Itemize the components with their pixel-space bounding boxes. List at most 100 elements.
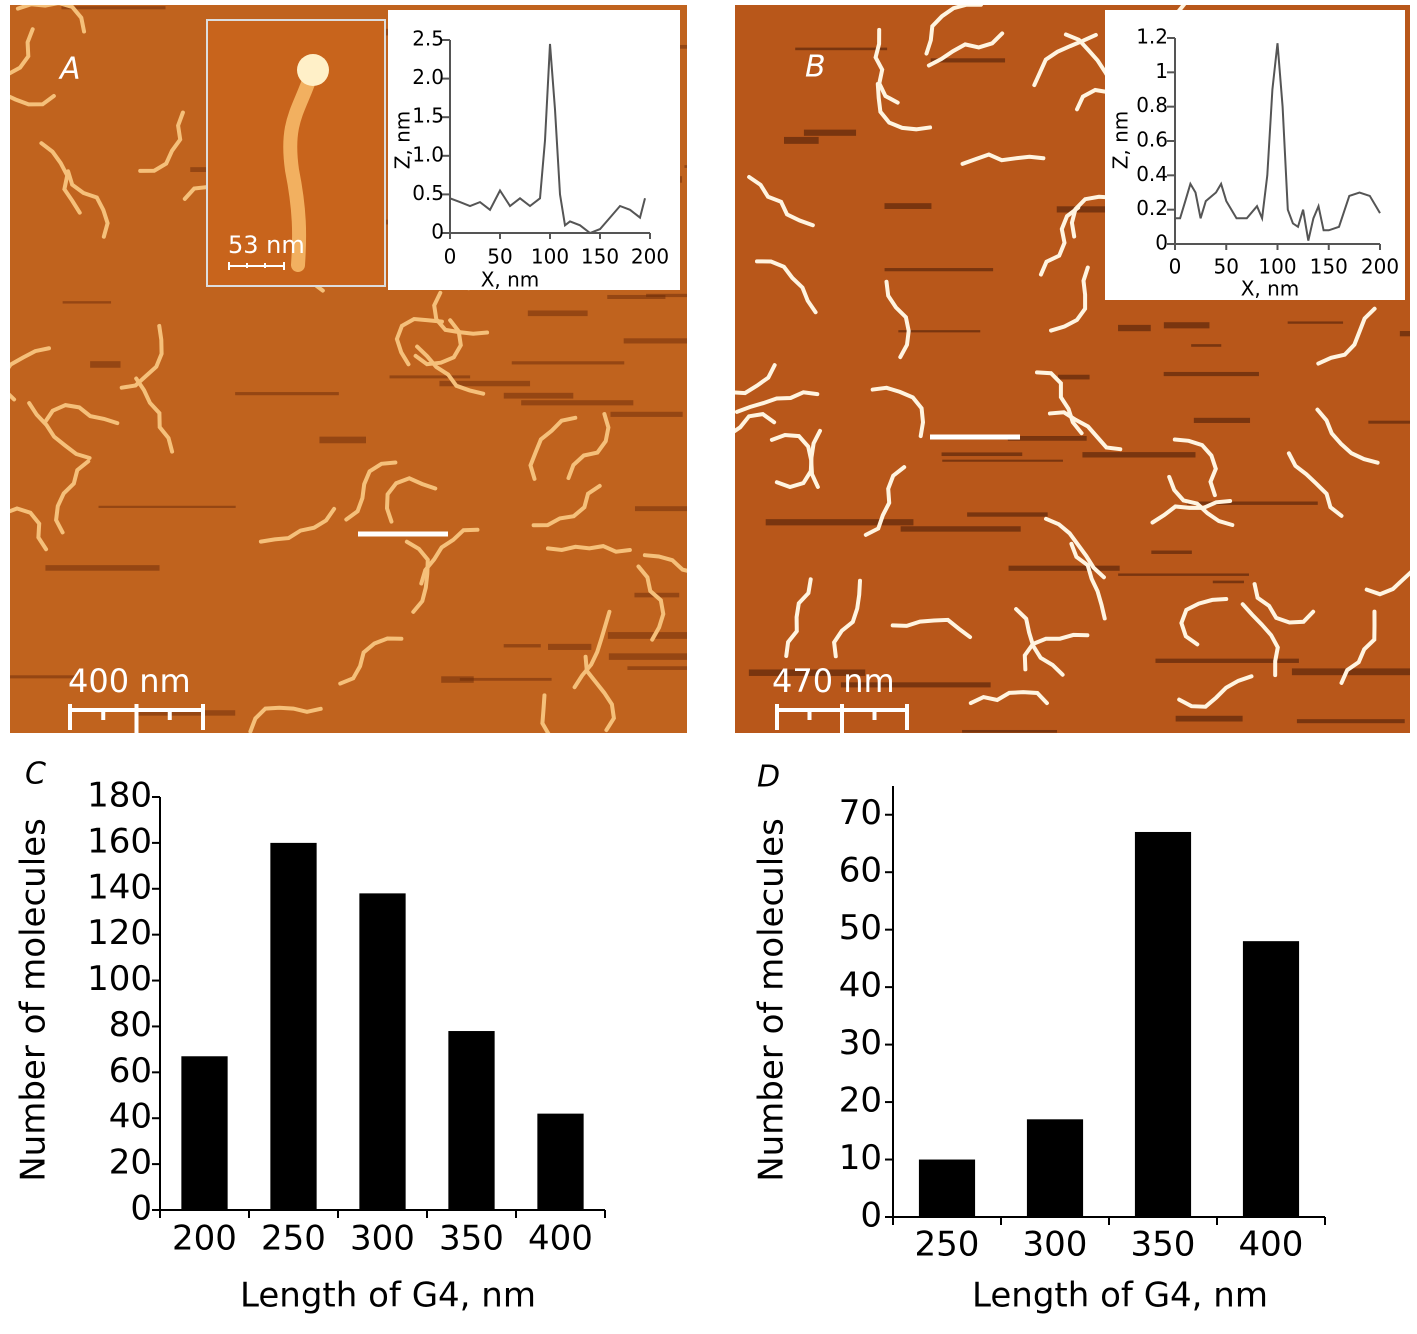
streak	[389, 375, 471, 379]
molecule	[774, 428, 822, 490]
molecule	[10, 506, 49, 552]
y-tick-label: 10	[839, 1138, 882, 1178]
x-tick-label: 150	[581, 245, 619, 269]
profile-line	[449, 43, 646, 235]
y-tick-label: 1.5	[412, 104, 444, 128]
molecule	[566, 412, 611, 481]
g4-knot	[297, 54, 329, 86]
x-tick-label: 200	[631, 245, 669, 269]
streak	[1082, 452, 1196, 458]
molecule	[960, 152, 1046, 166]
streak	[1163, 322, 1210, 329]
molecule	[54, 459, 91, 535]
molecule	[1364, 570, 1410, 597]
panel-label: A	[58, 52, 81, 87]
streak	[608, 653, 687, 660]
molecule	[404, 539, 430, 614]
x-axis-title: Length of G4, nm	[240, 1276, 536, 1316]
streak	[1056, 206, 1150, 213]
bar	[1134, 831, 1192, 1217]
molecule	[572, 609, 612, 690]
molecule	[138, 110, 185, 173]
streak	[1118, 324, 1151, 332]
streak	[1399, 331, 1410, 337]
y-tick-label: 80	[109, 1005, 152, 1045]
molecule	[890, 617, 973, 640]
streak	[137, 710, 236, 716]
inset-profile-bg	[1105, 10, 1405, 300]
y-axis-title: Number of molecules	[752, 818, 792, 1182]
molecule	[1316, 306, 1377, 366]
streak	[646, 293, 687, 298]
molecule	[747, 175, 815, 228]
streak	[441, 676, 474, 683]
molecule	[10, 27, 35, 76]
streak	[459, 677, 552, 681]
molecule	[1172, 437, 1218, 498]
streak	[607, 294, 666, 299]
molecule	[545, 544, 632, 554]
molecule	[10, 93, 56, 107]
bar	[359, 893, 406, 1210]
molecule	[832, 578, 862, 659]
molecule	[27, 401, 92, 460]
y-tick-label: 0.2	[1136, 196, 1168, 220]
scale-bar-label: 400 nm	[68, 662, 191, 700]
streak	[784, 136, 819, 144]
molecule	[735, 390, 820, 414]
y-axis-title: Z, nm	[391, 111, 415, 170]
streak	[748, 669, 866, 676]
molecule	[258, 506, 337, 544]
molecule-zoom	[283, 65, 319, 272]
molecule	[1035, 370, 1084, 436]
x-tick-label: 50	[487, 245, 512, 269]
bar	[1242, 941, 1300, 1217]
streak	[511, 361, 625, 365]
molecule	[384, 476, 438, 524]
molecule	[875, 82, 933, 132]
streak	[1155, 658, 1299, 663]
molecule	[1240, 602, 1280, 678]
streak	[803, 129, 857, 136]
x-tick-label: 400	[1239, 1225, 1304, 1265]
streak	[610, 411, 683, 417]
x-tick-label: 100	[531, 245, 569, 269]
streak	[1191, 344, 1222, 347]
molecule	[344, 460, 398, 522]
y-tick-label: 0.6	[1136, 128, 1168, 152]
streak	[1175, 715, 1243, 722]
streak	[795, 47, 888, 51]
molecule	[1069, 541, 1107, 621]
streak	[503, 392, 574, 399]
streak	[884, 268, 994, 272]
y-tick-label: 0	[1155, 231, 1168, 255]
streak	[1287, 321, 1344, 324]
x-tick-label: 350	[439, 1219, 504, 1259]
y-tick-label: 1.0	[412, 142, 444, 166]
panel-label: D	[757, 760, 780, 795]
overlay: 53 nm A 400 nm B 470 nm	[58, 10, 1405, 733]
molecule	[39, 141, 82, 215]
y-tick-label: 50	[839, 908, 882, 948]
molecule	[432, 290, 490, 336]
streak	[319, 436, 366, 444]
molecule	[1044, 516, 1106, 580]
x-tick-label: 250	[261, 1219, 326, 1259]
molecule	[1038, 205, 1081, 277]
molecule	[1286, 451, 1344, 518]
streak	[1118, 573, 1249, 576]
molecule	[1022, 632, 1090, 672]
molecule	[394, 316, 444, 367]
streak	[61, 6, 166, 10]
panel-label: B	[805, 50, 826, 85]
x-tick-label: 250	[915, 1225, 980, 1265]
streak	[962, 729, 1058, 733]
y-tick-label: 120	[87, 913, 152, 953]
profile-line	[1175, 43, 1381, 241]
x-axis-title: X, nm	[1241, 277, 1300, 301]
molecule	[735, 363, 777, 396]
streak	[98, 505, 236, 508]
y-tick-label: 100	[87, 959, 152, 999]
molecule	[1315, 407, 1380, 465]
